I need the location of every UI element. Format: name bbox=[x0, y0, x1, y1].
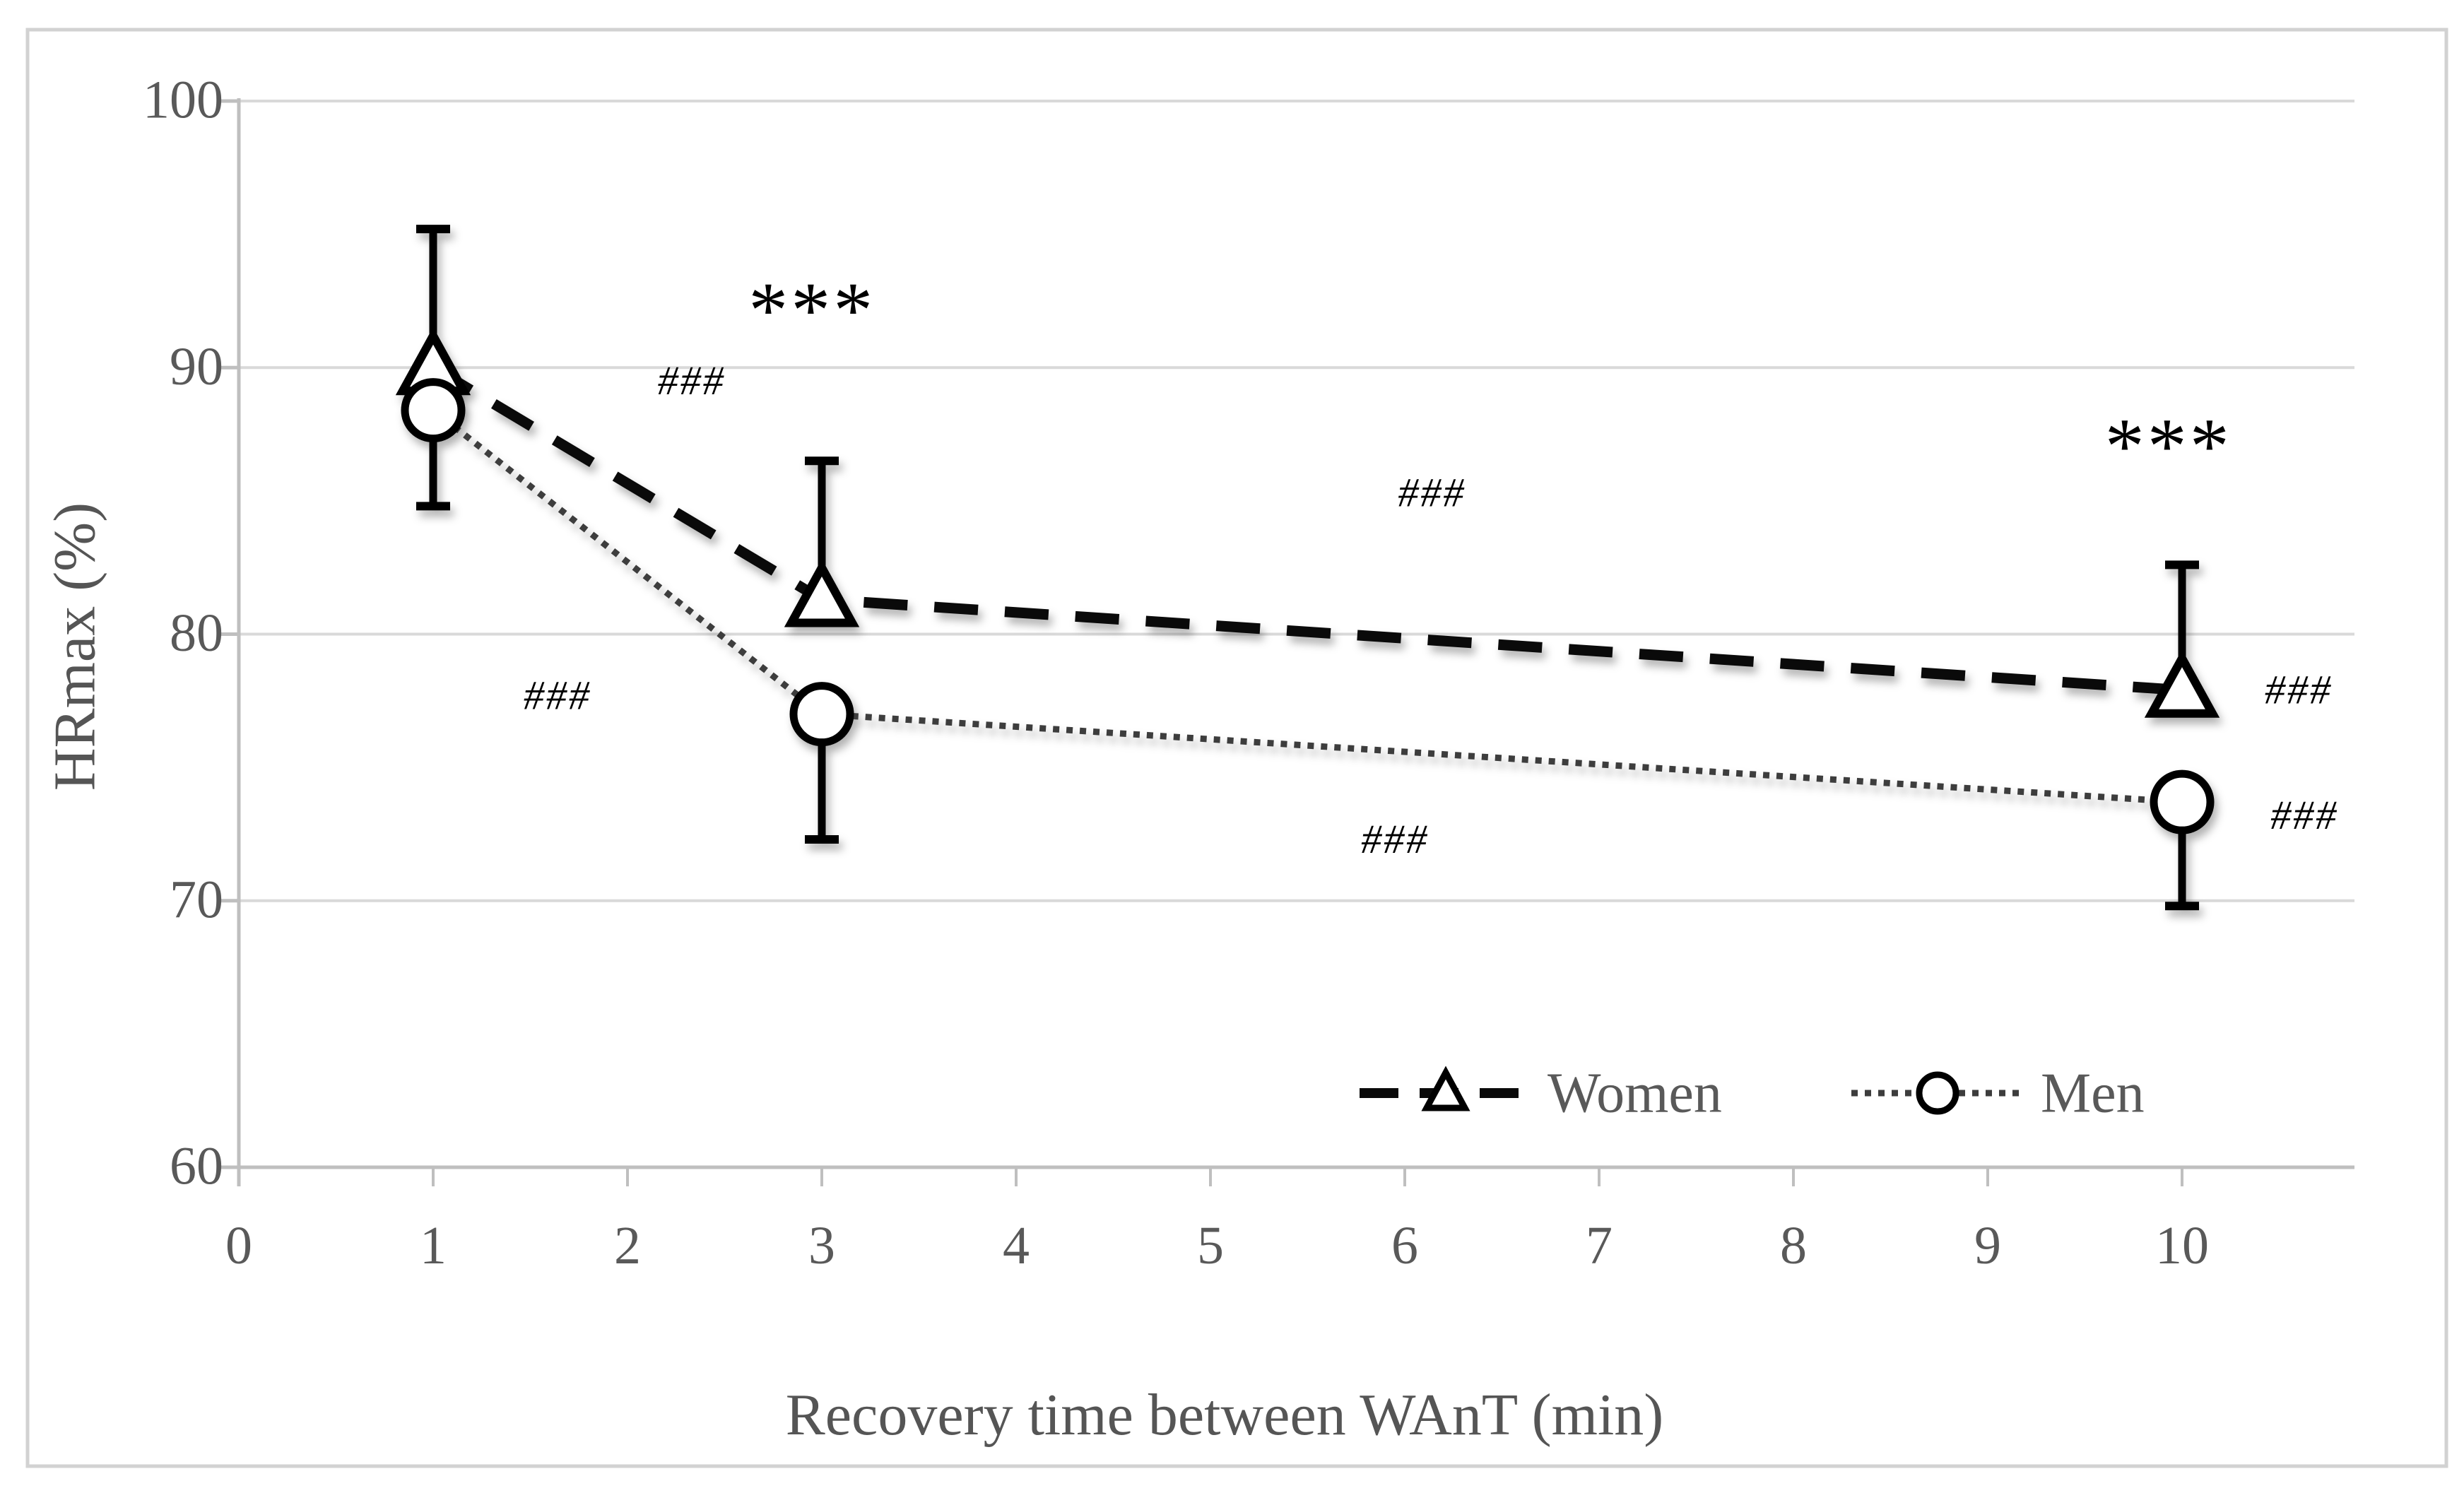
y-axis-title: HRmax (%) bbox=[42, 502, 107, 791]
x-axis-tick-label: 3 bbox=[808, 1216, 835, 1275]
annotation-hash-5: ### bbox=[1361, 816, 1429, 862]
x-axis-tick-label: 7 bbox=[1586, 1216, 1613, 1275]
y-axis-tick-label: 100 bbox=[143, 71, 223, 130]
legend: Women Men bbox=[1360, 1062, 2145, 1124]
marker-circle-men-x1 bbox=[401, 378, 466, 443]
annotation-stars-1: *** bbox=[2105, 403, 2232, 490]
x-axis-tick-label: 5 bbox=[1197, 1216, 1224, 1275]
annotation-hash-7: ### bbox=[2270, 792, 2338, 838]
legend-label: Men bbox=[2041, 1062, 2145, 1124]
x-axis-tick-label: 4 bbox=[1003, 1216, 1030, 1275]
series-line-men bbox=[431, 408, 2183, 805]
legend-item-women: Women bbox=[1360, 1062, 1722, 1124]
x-axis-tick-label: 2 bbox=[614, 1216, 641, 1275]
annotation-hash-6: ### bbox=[2265, 667, 2333, 713]
y-axis-tick-label: 60 bbox=[170, 1137, 223, 1196]
x-axis-tick-label: 1 bbox=[420, 1216, 447, 1275]
annotation-hash-4: ### bbox=[1398, 470, 1466, 516]
x-axis-title: Recovery time between WAnT (min) bbox=[786, 1382, 1664, 1448]
legend-item-men: Men bbox=[1851, 1062, 2145, 1124]
marker-triangle-women-x10 bbox=[2144, 649, 2220, 718]
x-axis-tick-label: 8 bbox=[1780, 1216, 1807, 1275]
annotation-hash-3: ### bbox=[524, 672, 591, 718]
marker-circle-men-x3 bbox=[789, 682, 854, 747]
legend-marker-circle bbox=[1916, 1071, 1959, 1115]
y-axis-tick-label: 90 bbox=[170, 337, 223, 396]
x-axis-tick-label: 9 bbox=[1974, 1216, 2001, 1275]
annotation-stars-0: *** bbox=[748, 266, 876, 354]
figure-frame bbox=[25, 28, 2448, 1468]
marker-circle-men-x10 bbox=[2150, 769, 2215, 834]
series-men bbox=[401, 378, 2215, 911]
x-axis-tick-label: 0 bbox=[225, 1216, 252, 1275]
legend-label: Women bbox=[1548, 1062, 1722, 1124]
x-axis-tick-label: 10 bbox=[2155, 1216, 2209, 1275]
x-axis-tick-label: 6 bbox=[1391, 1216, 1418, 1275]
y-axis-tick-label: 70 bbox=[170, 870, 223, 929]
y-axis-tick-label: 80 bbox=[170, 603, 223, 663]
marker-triangle-women-x3 bbox=[784, 559, 860, 627]
annotation-hash-2: ### bbox=[658, 358, 726, 403]
legend-marker-triangle bbox=[1421, 1066, 1470, 1111]
